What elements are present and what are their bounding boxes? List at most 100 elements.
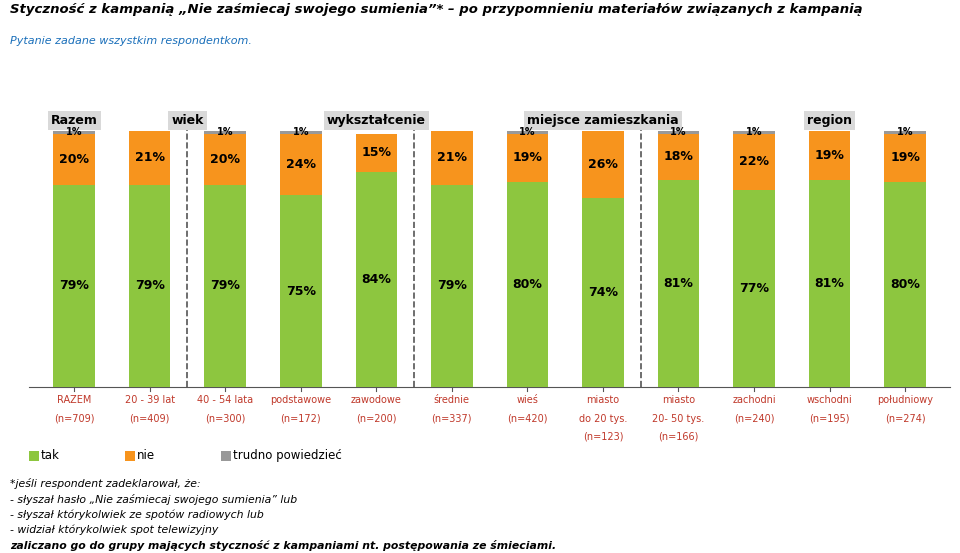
Text: (n=420): (n=420) <box>507 414 547 424</box>
Text: południowy: południowy <box>877 395 933 405</box>
Text: 40 - 54 lata: 40 - 54 lata <box>197 395 253 405</box>
Text: 74%: 74% <box>588 286 618 299</box>
Bar <box>808 180 851 387</box>
Text: Styczność z kampanią „Nie zaśmiecaj swojego sumienia”* – po przypomnieniu materi: Styczność z kampanią „Nie zaśmiecaj swoj… <box>10 3 862 16</box>
Bar <box>884 131 925 134</box>
Bar <box>204 131 246 134</box>
Text: zachodni: zachodni <box>732 395 776 405</box>
Text: 20%: 20% <box>210 153 240 166</box>
Text: (n=200): (n=200) <box>356 414 396 424</box>
Text: podstawowe: podstawowe <box>270 395 331 405</box>
Bar <box>204 134 246 185</box>
Text: miasto: miasto <box>587 395 619 405</box>
Text: region: region <box>807 114 852 127</box>
Bar <box>658 131 699 134</box>
Bar <box>658 180 699 387</box>
Text: (n=172): (n=172) <box>280 414 321 424</box>
Text: Pytanie zadane wszystkim respondentkom.: Pytanie zadane wszystkim respondentkom. <box>10 36 252 46</box>
Text: 1%: 1% <box>897 127 913 137</box>
Text: RAZEM: RAZEM <box>57 395 91 405</box>
Text: (n=195): (n=195) <box>809 414 850 424</box>
Bar <box>733 134 775 190</box>
Bar <box>355 134 397 172</box>
Text: 1%: 1% <box>519 127 536 137</box>
Text: 81%: 81% <box>663 277 693 290</box>
Text: (n=300): (n=300) <box>205 414 246 424</box>
Text: 1%: 1% <box>217 127 233 137</box>
Text: (n=337): (n=337) <box>432 414 472 424</box>
Text: wschodni: wschodni <box>806 395 852 405</box>
Text: 79%: 79% <box>210 279 240 293</box>
Text: 80%: 80% <box>513 278 542 291</box>
Text: 77%: 77% <box>739 282 769 295</box>
Bar <box>280 195 322 387</box>
Text: 79%: 79% <box>134 279 164 293</box>
Bar <box>582 131 624 197</box>
Text: 19%: 19% <box>815 149 845 162</box>
Text: Razem: Razem <box>51 114 98 127</box>
Bar <box>733 131 775 134</box>
Text: 81%: 81% <box>815 277 845 290</box>
Text: 21%: 21% <box>437 152 467 164</box>
Bar <box>54 134 95 185</box>
Text: (n=166): (n=166) <box>659 432 699 442</box>
Text: 79%: 79% <box>60 279 89 293</box>
Text: 1%: 1% <box>746 127 762 137</box>
Bar <box>431 131 472 185</box>
Text: wieś: wieś <box>516 395 539 405</box>
Bar <box>129 185 171 387</box>
Bar <box>204 185 246 387</box>
Bar <box>129 131 171 185</box>
Bar <box>507 131 548 134</box>
Text: zawodowe: zawodowe <box>350 395 401 405</box>
Text: - widział którykolwiek spot telewizyjny: - widział którykolwiek spot telewizyjny <box>10 525 218 535</box>
Text: 80%: 80% <box>890 278 920 291</box>
Text: 1%: 1% <box>293 127 309 137</box>
Text: nie: nie <box>137 449 155 462</box>
Text: 19%: 19% <box>513 152 542 164</box>
Text: 26%: 26% <box>588 158 618 171</box>
Text: miejsce zamieszkania: miejsce zamieszkania <box>527 114 679 127</box>
Text: do 20 tys.: do 20 tys. <box>579 414 627 424</box>
Bar <box>507 134 548 182</box>
Bar <box>884 182 925 387</box>
Text: (n=123): (n=123) <box>583 432 623 442</box>
Text: miasto: miasto <box>661 395 695 405</box>
Text: (n=274): (n=274) <box>885 414 925 424</box>
Text: trudno powiedzieć: trudno powiedzieć <box>233 449 342 462</box>
Text: *jeśli respondent zadeklarował, że:: *jeśli respondent zadeklarował, że: <box>10 478 201 489</box>
Text: wykształcenie: wykształcenie <box>326 114 426 127</box>
Bar <box>733 190 775 387</box>
Bar <box>507 182 548 387</box>
Text: 18%: 18% <box>663 150 693 163</box>
Text: - słyszał którykolwiek ze spotów radiowych lub: - słyszał którykolwiek ze spotów radiowy… <box>10 509 263 520</box>
Text: 75%: 75% <box>286 285 316 298</box>
Bar <box>808 131 851 180</box>
Text: zaliczano go do grupy mających styczność z kampaniami nt. postępowania ze śmieci: zaliczano go do grupy mających styczność… <box>10 540 556 551</box>
Text: 20%: 20% <box>60 153 89 166</box>
Text: 21%: 21% <box>134 152 165 164</box>
Text: 79%: 79% <box>437 279 467 293</box>
Text: 84%: 84% <box>361 273 392 286</box>
Text: 22%: 22% <box>739 155 769 168</box>
Bar <box>280 134 322 195</box>
Text: wiek: wiek <box>171 114 204 127</box>
Text: - słyszał hasło „Nie zaśmiecaj swojego sumienia” lub: - słyszał hasło „Nie zaśmiecaj swojego s… <box>10 494 297 505</box>
Text: (n=409): (n=409) <box>130 414 170 424</box>
Bar <box>54 131 95 134</box>
Bar <box>582 197 624 387</box>
Bar <box>355 172 397 387</box>
Text: 19%: 19% <box>890 152 920 164</box>
Bar <box>280 131 322 134</box>
Text: 20- 50 tys.: 20- 50 tys. <box>653 414 705 424</box>
Text: (n=240): (n=240) <box>733 414 775 424</box>
Text: 24%: 24% <box>286 158 316 171</box>
Bar <box>658 134 699 180</box>
Bar <box>54 185 95 387</box>
Text: średnie: średnie <box>434 395 469 405</box>
Bar <box>884 134 925 182</box>
Text: 1%: 1% <box>670 127 686 137</box>
Text: 20 - 39 lat: 20 - 39 lat <box>125 395 175 405</box>
Bar <box>431 185 472 387</box>
Text: (n=709): (n=709) <box>54 414 94 424</box>
